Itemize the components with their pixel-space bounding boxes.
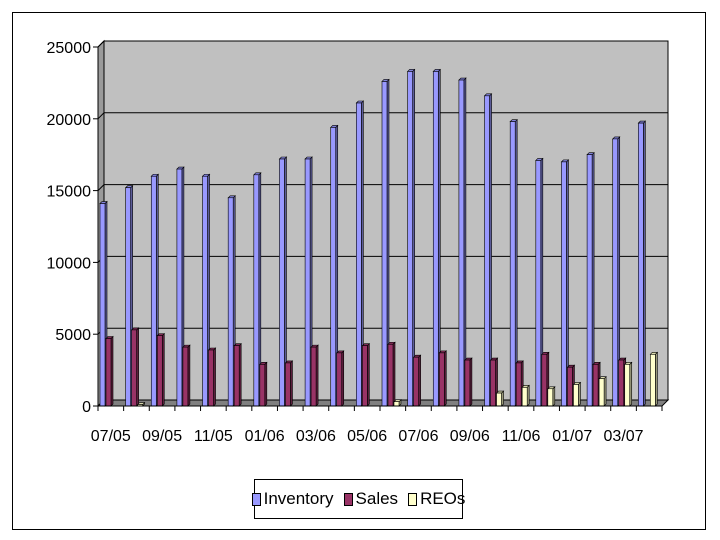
bar-sales-12 <box>412 354 422 407</box>
bar-sales-7 <box>284 360 294 407</box>
x-tick-label: 03/07 <box>604 428 644 445</box>
y-tick-label: 5000 <box>55 327 91 344</box>
bar-sales-5 <box>233 342 242 407</box>
bar-reos-17 <box>547 386 556 407</box>
y-tick-label: 25000 <box>47 40 92 57</box>
legend-item-sales: Sales <box>343 489 399 509</box>
x-tick-label: 11/06 <box>502 428 541 445</box>
bar-reos-20 <box>624 361 633 407</box>
gridline <box>97 184 668 191</box>
bar-sales-3 <box>182 344 191 407</box>
bar-reos-16 <box>521 384 530 407</box>
bar-reos-19 <box>598 375 607 407</box>
x-tick-label: 09/06 <box>450 428 490 445</box>
y-tick-label: 10000 <box>47 255 92 272</box>
bar-sales-9 <box>336 350 345 407</box>
bar-inventory-20 <box>612 136 621 407</box>
x-tick-label: 07/06 <box>398 428 438 445</box>
legend: Inventory Sales REOs <box>251 479 465 519</box>
x-tick-label: 01/06 <box>245 428 285 445</box>
x-tick-label: 07/05 <box>91 428 131 445</box>
bar-inventory-21 <box>637 120 647 407</box>
gridline <box>97 112 668 120</box>
bar-sales-13 <box>438 350 447 407</box>
x-tick-label: 03/06 <box>296 428 336 445</box>
legend-swatch-inventory <box>251 492 261 506</box>
bar-inventory-16 <box>509 118 518 407</box>
bar-sales-4 <box>207 347 217 407</box>
y-tick-label: 20000 <box>47 112 92 129</box>
bar-sales-10 <box>361 342 371 407</box>
bar-sales-1 <box>130 327 140 407</box>
y-tick-label: 0 <box>82 399 91 416</box>
legend-item-inventory: Inventory <box>251 489 334 509</box>
x-tick-label: 05/06 <box>347 428 387 445</box>
bar-inventory-15 <box>483 93 493 407</box>
bar-reos-21 <box>649 351 659 407</box>
legend-label-inventory: Inventory <box>263 489 334 508</box>
bar-sales-8 <box>310 344 319 407</box>
bar-sales-2 <box>156 332 165 407</box>
legend-swatch-reos <box>408 492 418 506</box>
bar-sales-6 <box>259 361 268 407</box>
x-tick-label: 01/07 <box>552 428 592 445</box>
bar-reos-18 <box>572 381 582 407</box>
bar-inventory-17 <box>535 157 544 407</box>
y-tick-label: 15000 <box>47 184 92 201</box>
gridline <box>97 40 668 48</box>
legend-item-reos: REOs <box>408 489 465 509</box>
legend-swatch-sales <box>343 492 353 506</box>
bar-inventory-12 <box>406 68 416 407</box>
bar-reos-15 <box>495 390 505 407</box>
x-tick-label: 11/05 <box>194 428 233 445</box>
bar-sales-14 <box>464 357 473 407</box>
legend-label-reos: REOs <box>420 489 466 508</box>
bar-sales-0 <box>105 335 114 407</box>
legend-label-sales: Sales <box>355 489 399 508</box>
bar-inventory-14 <box>458 77 467 407</box>
bar-sales-11 <box>387 341 396 407</box>
x-tick-label: 09/05 <box>142 428 182 445</box>
bar-reos-11 <box>393 398 402 407</box>
